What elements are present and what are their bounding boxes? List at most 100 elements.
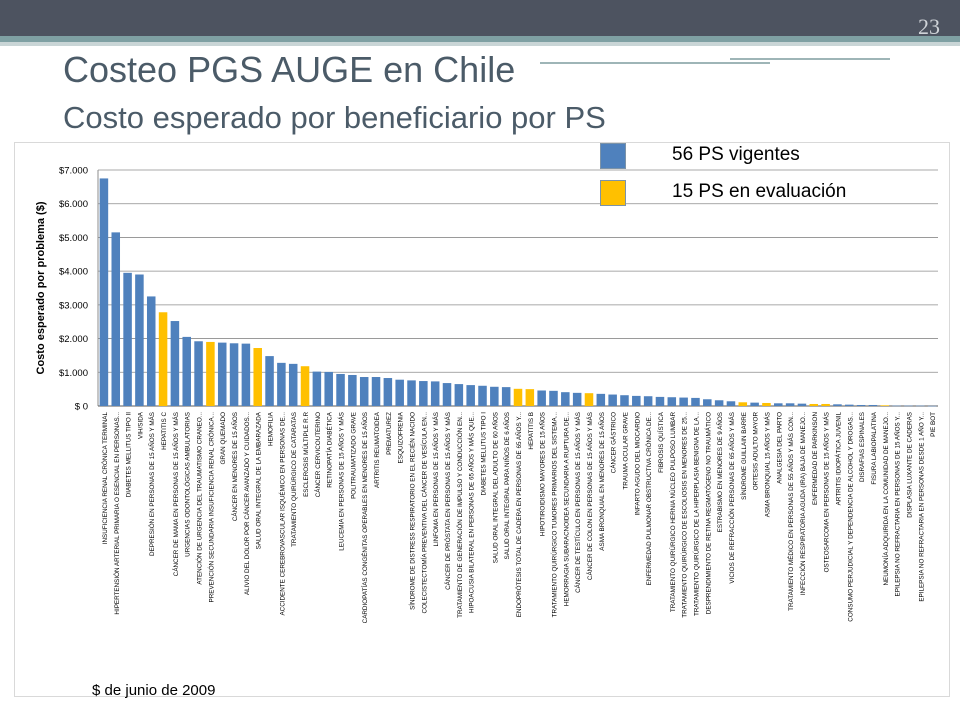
- x-tick-label: TRATAMIENTO MÉDICO EN PERSONAS DE 55 AÑO…: [786, 412, 795, 611]
- bar: [643, 396, 653, 406]
- bar: [845, 404, 854, 406]
- x-tick-label: DEPRESIÓN EN PERSONAS DE 15 AÑOS Y MÁS: [147, 412, 156, 556]
- bar: [170, 321, 180, 406]
- x-tick-label: TRATAMIENTO QUIRÚRGICO DE CATARATAS: [289, 412, 298, 547]
- top-banner-stripe-light: [0, 42, 960, 46]
- bar: [714, 400, 724, 406]
- x-tick-label: ARTRITIS IDIOPÁTICA JUVENIL: [833, 412, 842, 506]
- bar: [501, 387, 511, 406]
- bar: [466, 385, 475, 406]
- x-tick-label: SÍNDROME GUILLAIN BARRE: [739, 412, 748, 500]
- bar: [336, 373, 345, 406]
- x-tick-label: PREMATUREZ: [386, 412, 393, 455]
- x-tick-label: SALUD ORAL INTEGRAL DEL ADULTO DE 60 AÑO…: [490, 412, 499, 563]
- bar: [927, 405, 937, 407]
- x-tick-label: VIH/SIDA: [137, 411, 144, 439]
- bar: [442, 383, 452, 406]
- bar: [359, 377, 369, 406]
- bar: [620, 395, 629, 406]
- x-tick-label: DISPLASIA LUXANTE DE CADERAS: [906, 412, 913, 518]
- bar: [774, 403, 783, 406]
- bar: [478, 385, 487, 406]
- decorative-line: [730, 58, 890, 60]
- x-tick-label: URGENCIAS ODONTOLÓGICAS AMBULATORIAS: [183, 412, 192, 557]
- x-tick-label: EPILEPSIA NO REFRACTARIA EN PERSONAS DE …: [893, 412, 902, 597]
- x-tick-label: HEMOFILIA: [268, 411, 275, 446]
- bar: [880, 405, 890, 406]
- x-tick-label: SALUD ORAL INTEGRAL PARA NIÑOS DE 6 AÑOS: [502, 412, 511, 559]
- bar: [525, 389, 535, 406]
- legend-swatch-vigentes: [600, 143, 626, 169]
- bar: [513, 388, 523, 406]
- bar: [632, 395, 641, 406]
- x-tick-label: DIABETES MELLITUS TIPO I: [481, 412, 488, 496]
- x-tick-label: FIBROSIS QUÍSTICA: [656, 411, 665, 473]
- bar: [679, 397, 688, 406]
- top-banner: [0, 0, 960, 36]
- x-tick-label: ANALGESIA DEL PARTO: [776, 412, 783, 484]
- bar: [229, 343, 239, 406]
- y-tick-label: $6.000: [59, 199, 88, 210]
- bar: [904, 405, 913, 407]
- x-tick-label: HEPATITIS C: [161, 412, 168, 450]
- bar: [123, 272, 132, 406]
- slide-subtitle: Costo esperado por beneficiario por PS: [63, 100, 606, 135]
- bar: [265, 356, 274, 406]
- legend-swatch-evaluacion: [600, 180, 626, 206]
- y-tick-label: $2.000: [59, 334, 88, 345]
- x-tick-label: INFARTO AGUDO DEL MIOCARDIO: [634, 412, 641, 516]
- x-tick-label: OSTEOSARCOMA EN PERSONAS DE 15 AÑOS Y MÁ…: [822, 412, 831, 572]
- x-tick-label: ESTRABISMO EN MENORES DE 9 AÑOS: [715, 412, 724, 532]
- x-tick-label: CÁNCER DE TESTÍCULO EN PERSONAS DE 15 AÑ…: [573, 412, 582, 593]
- x-tick-label: POLITRAUMATIZADO GRAVE: [350, 412, 357, 499]
- bar: [253, 348, 262, 406]
- x-tick-label: ENFERMEDAD DE PARKINSON: [812, 412, 819, 505]
- x-tick-label: ACCIDENTE CEREBROVASCULAR ISQUÉMICO EN P…: [277, 412, 286, 616]
- bar: [608, 394, 617, 406]
- bar: [419, 381, 428, 406]
- page-number: 23: [918, 14, 940, 39]
- x-tick-label: HEPATITIS B: [528, 412, 535, 450]
- bar: [430, 381, 440, 406]
- bar: [667, 397, 677, 406]
- x-tick-label: TRAUMA OCULAR GRAVE: [622, 412, 629, 490]
- y-tick-label: $5.000: [59, 233, 88, 244]
- x-tick-label: LINFOMA EN PERSONAS DE 15 AÑOS Y MÁS: [431, 412, 440, 547]
- bar: [146, 296, 156, 406]
- x-tick-label: ASMA BRONQUIAL 15 AÑOS Y MÁS: [762, 412, 771, 517]
- x-tick-label: ENFERMEDAD PULMONAR OBSTRUCTIVA CRÓNICA …: [644, 412, 653, 586]
- x-tick-label: TRATAMIENTO QUIRÚRGICO DE ESCOLIOSIS EN …: [680, 412, 689, 618]
- bar: [561, 392, 570, 406]
- bar: [821, 403, 830, 406]
- bar: [703, 399, 712, 406]
- bar: [383, 378, 393, 406]
- bar: [324, 371, 333, 406]
- y-tick-label: $3.000: [59, 300, 88, 311]
- bar: [206, 341, 215, 406]
- x-tick-label: TRATAMIENTO QUIRÚRGICO DE LA HIPERPLASIA…: [691, 412, 700, 616]
- top-banner-stripe: [0, 36, 960, 42]
- bar: [277, 362, 286, 406]
- x-tick-label: CÁNCER DE COLON EN PERSONAS DE 15 AÑOS Y…: [585, 412, 594, 580]
- x-tick-label: PIE BOT: [930, 412, 937, 437]
- bar: [691, 397, 700, 406]
- y-tick-label: $ 0: [75, 402, 88, 413]
- x-tick-label: ENDOPRÓTESIS TOTAL DE CADERA EN PERSONAS…: [514, 412, 523, 618]
- bar: [785, 403, 795, 406]
- bar: [348, 374, 357, 406]
- x-tick-label: GRAN QUEMADO: [220, 412, 227, 465]
- x-tick-label: CARDIOPATÍAS CONGÉNITAS OPERABLES EN MEN…: [360, 412, 369, 623]
- x-tick-label: HIPERTENSIÓN ARTERIAL PRIMARIA O ESENCIA…: [112, 412, 121, 615]
- bar: [454, 384, 464, 406]
- bar: [762, 402, 771, 406]
- bar: [809, 403, 819, 406]
- legend-label-evaluacion: 15 PS en evaluación: [672, 181, 847, 202]
- x-tick-label: NEUMONÍA ADQUIRIDA EN LA COMUNIDAD DE MA…: [881, 412, 890, 586]
- x-tick-label: CÁNCER GÁSTRICO: [609, 412, 618, 473]
- bar: [572, 392, 582, 406]
- x-tick-label: SALUD ORAL INTEGRAL DE LA EMBARAZADA: [256, 411, 263, 549]
- y-axis-label: Costo esperado por problema ($): [35, 201, 47, 374]
- bar: [217, 342, 227, 406]
- bar: [892, 405, 901, 407]
- bar: [135, 274, 144, 406]
